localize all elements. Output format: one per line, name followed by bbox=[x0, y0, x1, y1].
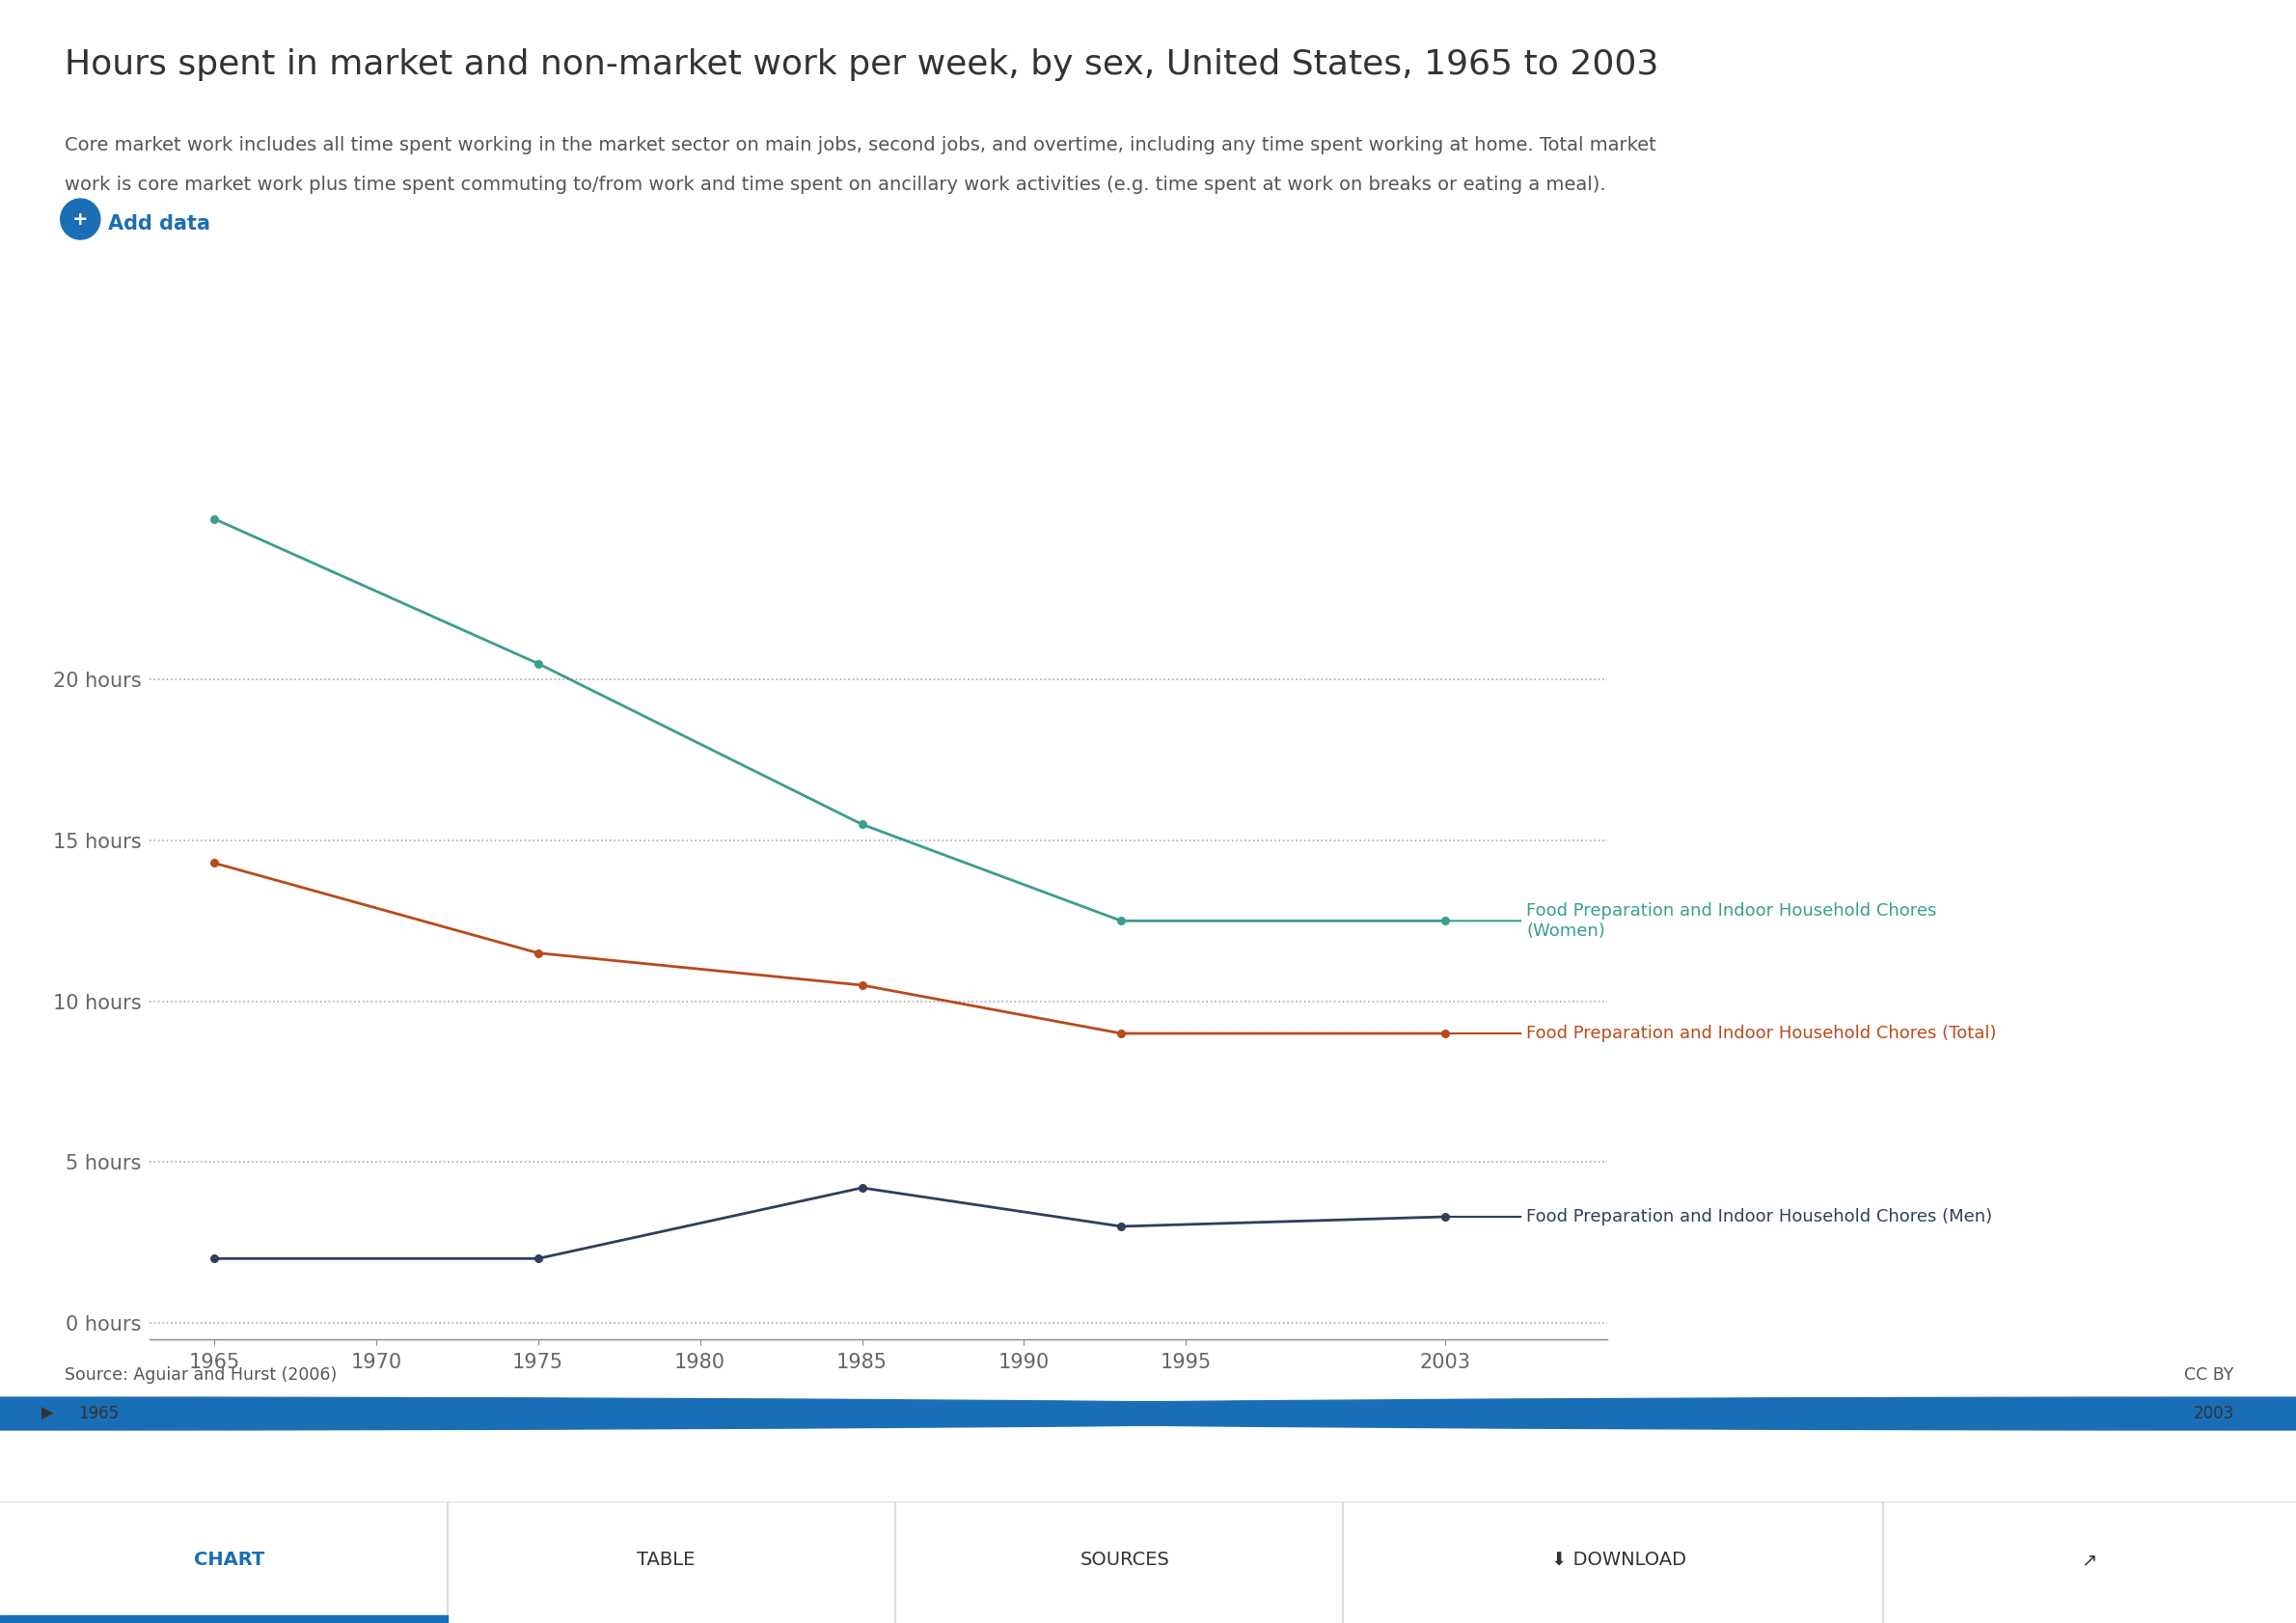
Bar bbox=[0, 1615, 448, 1623]
Text: Food Preparation and Indoor Household Chores
(Women): Food Preparation and Indoor Household Ch… bbox=[1449, 902, 1936, 940]
Text: Core market work includes all time spent working in the market sector on main jo: Core market work includes all time spent… bbox=[64, 136, 1655, 154]
Text: 1965: 1965 bbox=[78, 1406, 119, 1422]
Text: ▶: ▶ bbox=[41, 1406, 53, 1422]
Circle shape bbox=[0, 1393, 2016, 1435]
Text: Food Preparation and Indoor Household Chores (Total): Food Preparation and Indoor Household Ch… bbox=[1449, 1024, 1998, 1042]
Circle shape bbox=[670, 1397, 2296, 1430]
Text: ⬇ DOWNLOAD: ⬇ DOWNLOAD bbox=[1552, 1550, 1685, 1569]
Text: TABLE: TABLE bbox=[636, 1550, 696, 1569]
Text: SOURCES: SOURCES bbox=[1079, 1550, 1171, 1569]
Circle shape bbox=[60, 200, 101, 239]
Text: CC BY: CC BY bbox=[2183, 1367, 2234, 1384]
Bar bbox=[64, 1407, 2232, 1420]
Text: Add data: Add data bbox=[108, 214, 211, 234]
Text: ↗: ↗ bbox=[2082, 1550, 2096, 1569]
Text: +: + bbox=[73, 209, 87, 229]
Text: Our World
in Data: Our World in Data bbox=[2115, 52, 2202, 88]
Text: Hours spent in market and non-market work per week, by sex, United States, 1965 : Hours spent in market and non-market wor… bbox=[64, 49, 1658, 81]
Text: work is core market work plus time spent commuting to/from work and time spent o: work is core market work plus time spent… bbox=[64, 175, 1605, 193]
Text: Source: Aguiar and Hurst (2006): Source: Aguiar and Hurst (2006) bbox=[64, 1367, 338, 1384]
Text: CHART: CHART bbox=[195, 1550, 264, 1569]
Circle shape bbox=[0, 1397, 1626, 1430]
Text: 2003: 2003 bbox=[2193, 1406, 2234, 1422]
Text: Food Preparation and Indoor Household Chores (Men): Food Preparation and Indoor Household Ch… bbox=[1449, 1208, 1993, 1225]
Circle shape bbox=[280, 1393, 2296, 1435]
